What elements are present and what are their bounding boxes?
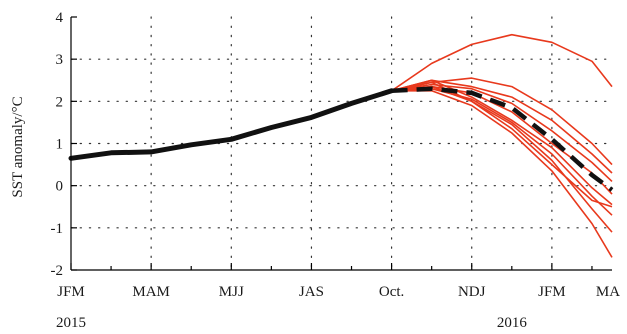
forecast-member-line xyxy=(391,33,613,92)
x-tick-label: MAM xyxy=(132,284,170,300)
y-tick-label: -2 xyxy=(51,263,64,279)
y-tick-label: 4 xyxy=(56,10,64,26)
axes xyxy=(70,16,612,271)
year-label: 2015 xyxy=(56,315,86,331)
forecast-member-line xyxy=(391,79,613,206)
observed-series xyxy=(68,88,395,161)
x-tick-label: JAS xyxy=(299,284,324,300)
y-tick-label: 3 xyxy=(56,52,64,68)
observed-line xyxy=(68,88,395,161)
y-tick-label: 2 xyxy=(56,94,64,110)
y-tick-label: -1 xyxy=(51,221,64,237)
tick-labels: -2 -1 0 1 2 3 4 JFM MAM MJJ JAS Oct. NDJ JFM MA 2015 201… xyxy=(51,10,621,331)
ensemble-mean-series xyxy=(391,86,614,192)
forecast-member-line xyxy=(391,81,613,233)
y-tick-label: 0 xyxy=(56,179,64,195)
x-tick-label: JFM xyxy=(57,284,85,300)
ensemble-mean-line xyxy=(391,86,614,192)
x-tick-label: MJJ xyxy=(219,284,244,300)
grid-lines xyxy=(70,16,613,271)
year-label: 2016 xyxy=(497,315,528,331)
x-tick-label: MA xyxy=(596,284,620,300)
forecast-members xyxy=(391,33,613,258)
y-axis-label: SST anomaly/°C xyxy=(10,96,26,197)
x-tick-label: NDJ xyxy=(458,284,486,300)
x-tick-label: Oct. xyxy=(379,284,404,300)
y-tick-label: 1 xyxy=(56,137,64,153)
forecast-member-line xyxy=(391,83,613,182)
x-tick-label: JFM xyxy=(538,284,566,300)
